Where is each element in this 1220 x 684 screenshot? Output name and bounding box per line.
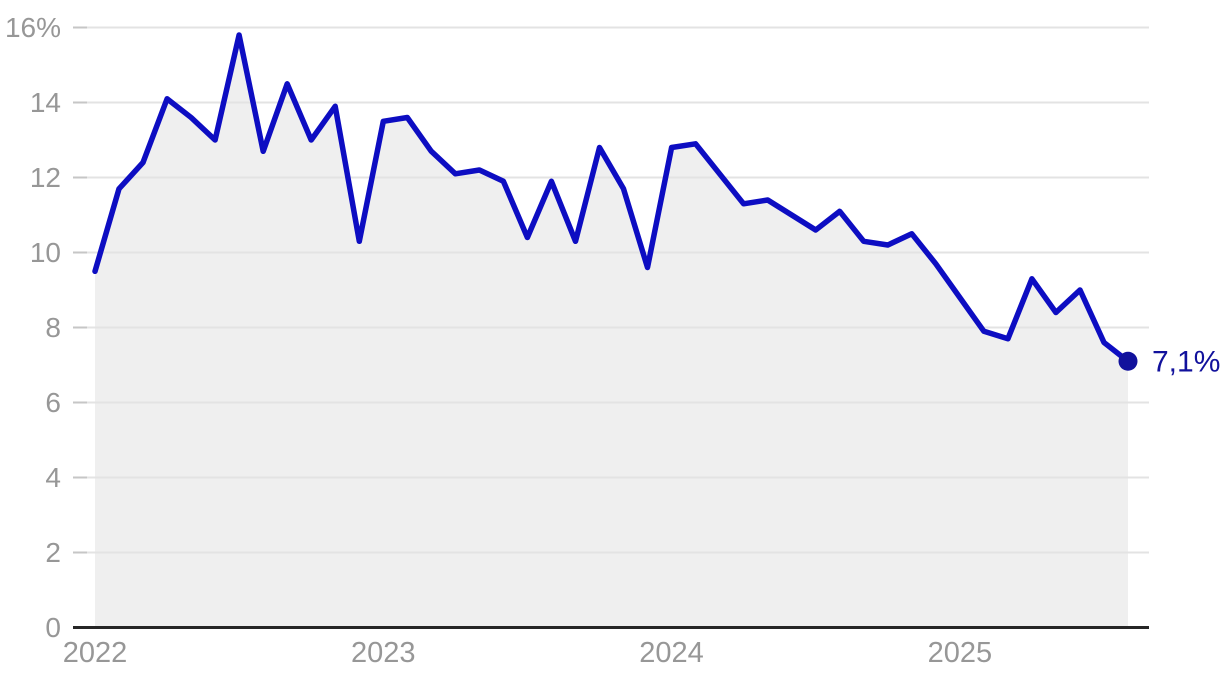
x-axis-label: 2023 [351, 637, 416, 669]
y-axis-label: 8 [45, 312, 61, 343]
y-axis-label: 0 [45, 612, 61, 643]
x-axis-label: 2025 [928, 637, 993, 669]
y-axis-label: 16% [5, 12, 61, 43]
y-axis-label: 12 [30, 162, 61, 193]
y-axis-label: 14 [30, 87, 61, 118]
y-axis-label: 4 [45, 462, 61, 493]
series-line [92, 32, 1131, 365]
x-axis-label: 2022 [63, 637, 128, 669]
series-area-fill [95, 35, 1128, 628]
y-axis-label: 2 [45, 537, 61, 568]
y-axis-label: 6 [45, 387, 61, 418]
end-value-label: 7,1% [1152, 345, 1220, 378]
x-axis-label: 2024 [639, 637, 704, 669]
end-point-dot [1118, 351, 1138, 371]
y-axis-label: 10 [30, 237, 61, 268]
